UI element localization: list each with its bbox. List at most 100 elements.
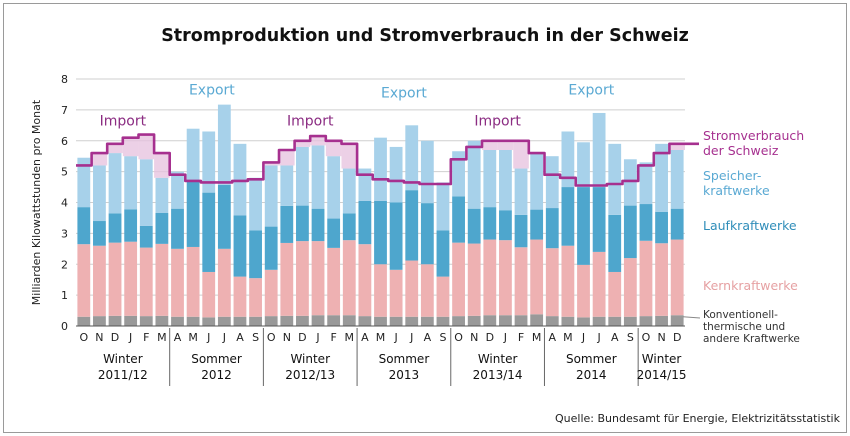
bar-segment: [155, 243, 169, 316]
import-shading: [669, 143, 685, 151]
bar-segment: [405, 125, 419, 191]
bar-segment: [342, 240, 356, 316]
bar-segment: [467, 140, 481, 209]
bar-segment: [374, 264, 387, 317]
import-shading: [294, 140, 311, 147]
bar-segment: [93, 165, 106, 222]
import-shading: [279, 150, 295, 166]
bar-segment: [171, 248, 184, 317]
bar-segment: [296, 241, 309, 316]
import-shading: [341, 143, 358, 169]
bar-segment: [358, 244, 372, 317]
annotation-label: Import: [100, 113, 147, 129]
bar-segment: [374, 316, 387, 326]
y-tick-label: 1: [61, 289, 68, 302]
bar-segment: [77, 207, 91, 245]
bar-segment: [327, 315, 341, 326]
bar-segment: [233, 215, 247, 277]
bar-segment: [499, 210, 512, 241]
y-tick-label: 5: [61, 166, 68, 179]
bar-segment: [514, 168, 528, 215]
month-label: D: [673, 331, 681, 344]
month-label: J: [393, 331, 397, 344]
bar-segment: [124, 315, 138, 326]
bar-segment: [420, 140, 434, 204]
bar-segment: [311, 145, 325, 209]
bar-segment: [155, 177, 169, 213]
bar-segment: [405, 190, 419, 261]
bar-segment: [452, 151, 465, 197]
bar-segment: [139, 159, 153, 226]
bar-segment: [670, 315, 684, 326]
month-label: D: [111, 331, 119, 344]
consumption-line: [76, 133, 699, 187]
bar-segment: [530, 239, 544, 315]
legend-label: Kernkraftwerke: [703, 278, 798, 293]
month-label: D: [298, 331, 306, 344]
bar-segment: [655, 211, 668, 244]
month-label: M: [532, 331, 542, 344]
bar-segment: [639, 162, 653, 205]
bar-segment: [171, 316, 184, 326]
import-shading: [154, 153, 170, 178]
bar-segment: [342, 168, 356, 214]
import-shading: [497, 140, 514, 151]
bar-segment: [639, 316, 653, 326]
bar-segment: [436, 276, 450, 317]
bar-segment: [202, 271, 216, 318]
bar-segment: [655, 315, 668, 326]
legend-label: Speicher-: [703, 168, 761, 183]
bar-segment: [374, 137, 387, 201]
bar-segment: [467, 208, 481, 244]
bar-segment: [499, 240, 512, 316]
month-label: A: [236, 331, 244, 344]
period-label-line2: 2014: [576, 368, 607, 382]
bar-segment: [483, 207, 497, 240]
import-shading: [482, 140, 498, 151]
period-label-line2: 2012: [201, 368, 232, 382]
month-label: D: [486, 331, 494, 344]
bar-segment: [342, 213, 356, 241]
bar-segment: [217, 316, 231, 326]
bar-segment: [77, 244, 91, 317]
bar-segment: [452, 316, 465, 326]
bar-segment: [592, 251, 606, 317]
bar-segment: [405, 316, 419, 326]
legend-pointer: [682, 316, 701, 319]
annotation-label: Export: [568, 82, 614, 98]
month-label: J: [222, 331, 226, 344]
bar-segment: [342, 315, 356, 326]
month-label: N: [657, 331, 665, 344]
chart: Stromproduktion und Stromverbrauch in de…: [30, 26, 841, 425]
bar-segment: [655, 243, 668, 316]
bar-segment: [608, 143, 622, 215]
period-label-line2: 2013/14: [473, 368, 523, 382]
import-shading: [107, 143, 123, 154]
bar-segment: [420, 264, 434, 317]
bar-segment: [217, 248, 231, 317]
month-label: N: [95, 331, 103, 344]
bar-segment: [545, 316, 559, 326]
bar-segment: [592, 316, 606, 326]
bar-segment: [93, 316, 106, 326]
bar-segment: [467, 315, 481, 326]
legend-label: kraftwerke: [703, 183, 770, 198]
y-tick-label: 7: [61, 104, 68, 117]
bar-segment: [514, 247, 528, 316]
bar-segment: [436, 182, 450, 231]
bar-segment: [280, 242, 294, 316]
bar-segment: [561, 245, 575, 317]
period-label-line1: Winter: [103, 352, 143, 366]
import-shading: [513, 140, 529, 169]
bar-segment: [623, 258, 637, 317]
bar-segment: [405, 260, 419, 317]
legend-label: andere Kraftwerke: [703, 333, 800, 345]
bar-segment: [327, 247, 341, 316]
bar-segment: [639, 240, 653, 317]
import-shading: [263, 162, 279, 166]
legend-label: thermische und: [703, 321, 785, 333]
bar-segment: [264, 316, 278, 326]
bar-segment: [452, 242, 465, 317]
annotation-label: Import: [474, 113, 521, 129]
bar-segment: [358, 200, 372, 245]
